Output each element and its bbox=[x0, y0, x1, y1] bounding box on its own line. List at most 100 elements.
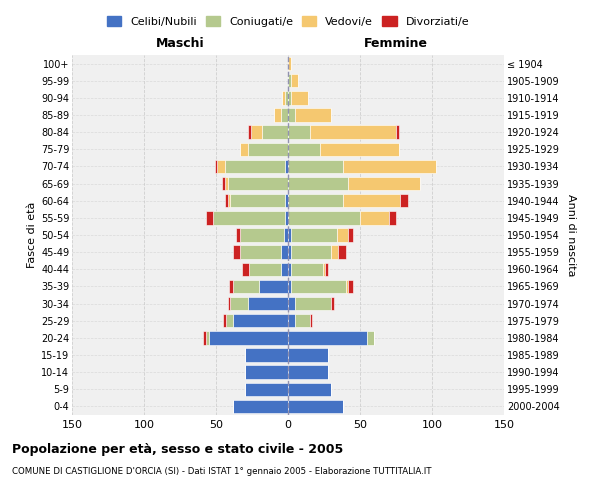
Bar bbox=[241, 246, 281, 259]
Bar bbox=[288, 126, 310, 139]
Bar bbox=[223, 314, 226, 328]
Bar bbox=[360, 211, 389, 224]
Bar bbox=[338, 246, 346, 259]
Bar bbox=[249, 262, 281, 276]
Bar bbox=[291, 280, 346, 293]
Bar bbox=[233, 280, 259, 293]
Bar bbox=[245, 348, 288, 362]
Bar bbox=[226, 314, 233, 328]
Bar bbox=[213, 211, 285, 224]
Bar bbox=[229, 280, 233, 293]
Bar bbox=[295, 108, 331, 122]
Bar bbox=[285, 160, 288, 173]
Bar bbox=[233, 314, 288, 328]
Bar bbox=[288, 211, 360, 224]
Bar bbox=[291, 228, 337, 241]
Bar bbox=[320, 142, 399, 156]
Bar bbox=[389, 211, 396, 224]
Y-axis label: Anni di nascita: Anni di nascita bbox=[566, 194, 577, 276]
Bar bbox=[288, 142, 320, 156]
Bar bbox=[233, 246, 241, 259]
Bar bbox=[295, 297, 331, 310]
Bar bbox=[288, 314, 295, 328]
Bar bbox=[288, 228, 291, 241]
Bar bbox=[288, 348, 328, 362]
Text: Femmine: Femmine bbox=[364, 37, 428, 50]
Bar bbox=[259, 280, 288, 293]
Bar bbox=[233, 400, 288, 413]
Bar bbox=[323, 262, 325, 276]
Bar bbox=[349, 177, 421, 190]
Bar bbox=[251, 126, 262, 139]
Bar bbox=[288, 74, 291, 88]
Bar bbox=[224, 177, 227, 190]
Text: Popolazione per età, sesso e stato civile - 2005: Popolazione per età, sesso e stato civil… bbox=[12, 442, 343, 456]
Bar bbox=[217, 160, 224, 173]
Bar bbox=[288, 108, 295, 122]
Bar bbox=[288, 57, 291, 70]
Bar bbox=[291, 91, 308, 104]
Bar bbox=[288, 177, 349, 190]
Bar bbox=[227, 297, 230, 310]
Bar bbox=[288, 331, 367, 344]
Bar bbox=[349, 280, 353, 293]
Bar bbox=[295, 314, 310, 328]
Bar bbox=[310, 314, 313, 328]
Bar bbox=[367, 331, 374, 344]
Bar bbox=[346, 280, 349, 293]
Bar bbox=[206, 211, 213, 224]
Bar bbox=[227, 177, 288, 190]
Legend: Celibi/Nubili, Coniugati/e, Vedovi/e, Divorziati/e: Celibi/Nubili, Coniugati/e, Vedovi/e, Di… bbox=[105, 14, 471, 29]
Bar bbox=[285, 211, 288, 224]
Bar bbox=[343, 194, 400, 207]
Bar bbox=[281, 108, 288, 122]
Bar bbox=[288, 262, 291, 276]
Bar bbox=[236, 228, 241, 241]
Bar bbox=[291, 246, 331, 259]
Bar bbox=[325, 262, 328, 276]
Bar bbox=[230, 194, 285, 207]
Bar bbox=[343, 160, 436, 173]
Bar bbox=[245, 382, 288, 396]
Bar bbox=[242, 262, 249, 276]
Bar bbox=[396, 126, 399, 139]
Bar bbox=[248, 297, 288, 310]
Bar bbox=[215, 160, 217, 173]
Y-axis label: Fasce di età: Fasce di età bbox=[26, 202, 37, 268]
Bar bbox=[285, 91, 288, 104]
Bar bbox=[288, 246, 291, 259]
Bar bbox=[224, 194, 227, 207]
Bar bbox=[227, 194, 230, 207]
Bar bbox=[288, 382, 331, 396]
Bar bbox=[400, 194, 407, 207]
Bar bbox=[291, 74, 298, 88]
Bar bbox=[281, 246, 288, 259]
Bar bbox=[310, 126, 396, 139]
Bar bbox=[206, 331, 209, 344]
Bar bbox=[241, 142, 248, 156]
Bar bbox=[288, 160, 343, 173]
Text: COMUNE DI CASTIGLIONE D'ORCIA (SI) - Dati ISTAT 1° gennaio 2005 - Elaborazione T: COMUNE DI CASTIGLIONE D'ORCIA (SI) - Dat… bbox=[12, 468, 431, 476]
Bar bbox=[248, 142, 288, 156]
Bar bbox=[349, 228, 353, 241]
Bar bbox=[262, 126, 288, 139]
Bar bbox=[331, 297, 334, 310]
Bar bbox=[281, 262, 288, 276]
Bar bbox=[291, 262, 323, 276]
Bar bbox=[285, 194, 288, 207]
Bar bbox=[274, 108, 281, 122]
Bar bbox=[282, 91, 285, 104]
Bar bbox=[288, 194, 343, 207]
Bar bbox=[288, 91, 291, 104]
Bar bbox=[337, 228, 349, 241]
Bar bbox=[288, 280, 291, 293]
Bar bbox=[288, 366, 328, 379]
Bar bbox=[203, 331, 206, 344]
Bar bbox=[248, 126, 251, 139]
Bar bbox=[209, 331, 288, 344]
Bar bbox=[284, 228, 288, 241]
Bar bbox=[288, 400, 343, 413]
Bar bbox=[222, 177, 224, 190]
Bar bbox=[245, 366, 288, 379]
Bar bbox=[241, 228, 284, 241]
